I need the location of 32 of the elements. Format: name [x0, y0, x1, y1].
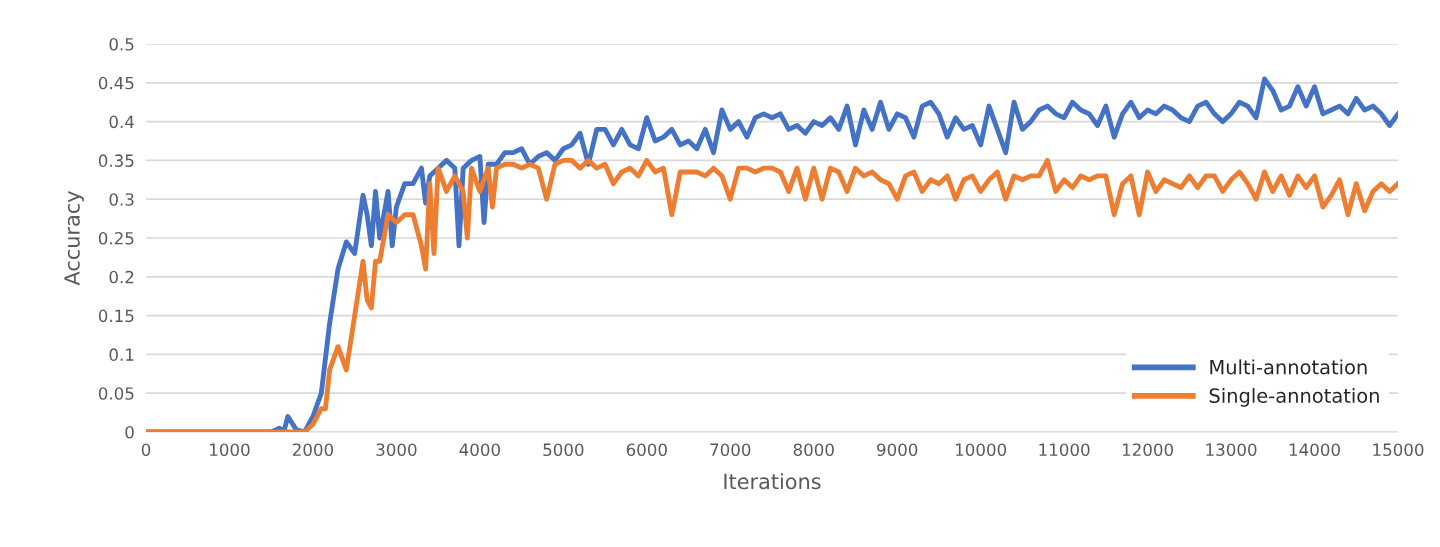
y-tick-label: 0.25	[98, 231, 134, 245]
x-tick-label: 13000	[1206, 443, 1257, 457]
y-axis-title: Accuracy	[64, 191, 84, 286]
x-tick-label: 5000	[543, 443, 584, 457]
y-tick-label: 0.4	[109, 115, 134, 129]
x-tick-label: 14000	[1289, 443, 1340, 457]
x-tick-label: 3000	[376, 443, 417, 457]
y-tick-label: 0.15	[98, 309, 134, 323]
x-tick-label: 0	[141, 443, 151, 457]
x-tick-label: 10000	[955, 443, 1007, 457]
y-tick-label: 0.5	[109, 37, 134, 51]
y-tick-label: 0.05	[98, 387, 134, 400]
y-tick-label: 0.45	[98, 76, 134, 90]
y-tick-label: 0.1	[109, 348, 134, 361]
x-axis-title: Iterations	[724, 473, 821, 490]
x-tick-label: 7000	[710, 443, 751, 457]
x-tick-label: 9000	[877, 443, 918, 457]
legend-label: Single-annotation	[1209, 387, 1379, 407]
y-tick-label: 0	[125, 425, 134, 439]
x-tick-label: 11000	[1039, 443, 1090, 457]
x-tick-label: 8000	[793, 443, 834, 457]
y-tick-label: 0.2	[109, 270, 134, 284]
x-tick-label: 12000	[1122, 443, 1173, 457]
x-tick-label: 15000	[1373, 443, 1424, 457]
line-series	[146, 157, 1398, 432]
x-tick-label: 4000	[459, 443, 500, 457]
x-tick-label: 1000	[210, 443, 250, 457]
x-tick-label: 6000	[626, 443, 667, 457]
y-tick-label: 0.3	[109, 193, 134, 206]
legend-label: Multi-annotation	[1210, 359, 1367, 375]
y-tick-label: 0.35	[98, 154, 134, 167]
x-tick-label: 2000	[292, 443, 334, 457]
